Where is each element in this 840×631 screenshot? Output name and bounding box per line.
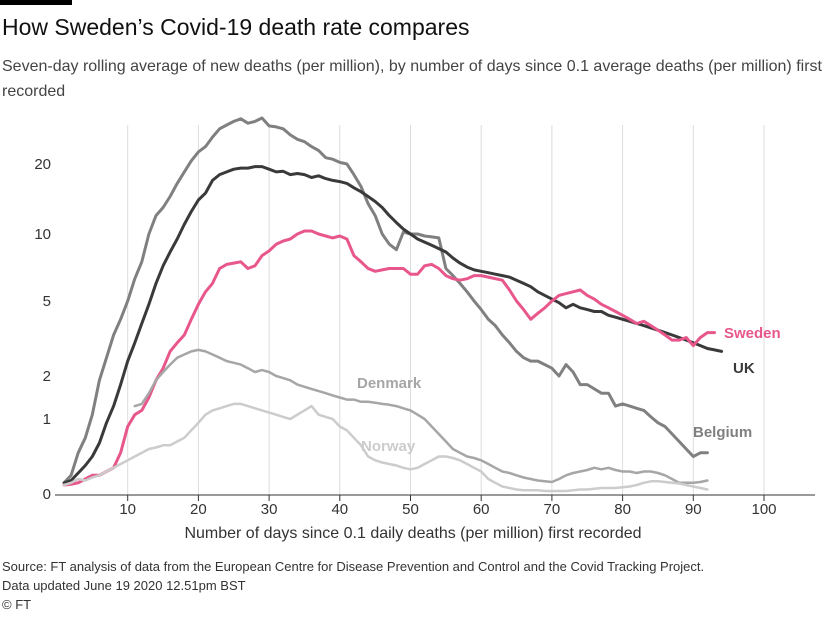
copyright-text: © FT — [2, 597, 32, 612]
series-lines — [62, 116, 724, 493]
x-tick-label-70: 70 — [544, 501, 561, 518]
series-label-uk: UK — [733, 360, 755, 377]
x-tick-label-30: 30 — [261, 501, 278, 518]
x-axis: 10 20 30 40 50 60 70 80 90 100 — [55, 494, 815, 518]
source-text: Source: FT analysis of data from the Eur… — [2, 559, 705, 574]
y-tick-label-0: 0 — [43, 486, 51, 503]
series-label-belgium: Belgium — [693, 424, 752, 441]
y-axis: 0 1 2 5 10 20 — [34, 156, 51, 503]
brand-bar — [0, 0, 72, 5]
series-line-denmark — [133, 348, 709, 485]
source-note: Source: FT analysis of data from the Eur… — [2, 557, 704, 614]
series-label-sweden: Sweden — [724, 325, 781, 342]
x-tick-label-80: 80 — [614, 501, 631, 518]
x-tick-label-100: 100 — [751, 501, 776, 518]
series-labels: Belgium UK Sweden Denmark Norway — [357, 325, 781, 455]
series-label-norway: Norway — [361, 438, 416, 455]
chart-subtitle: Seven-day rolling average of new deaths … — [2, 58, 822, 100]
chart-title: How Sweden’s Covid-19 death rate compare… — [2, 14, 470, 40]
x-tick-label-10: 10 — [119, 501, 136, 518]
y-tick-label-10: 10 — [34, 226, 51, 243]
x-tick-label-40: 40 — [331, 501, 348, 518]
x-tick-label-90: 90 — [685, 501, 702, 518]
series-line-belgium — [62, 116, 709, 485]
updated-text: Data updated June 19 2020 12.51pm BST — [2, 578, 246, 593]
x-tick-label-20: 20 — [190, 501, 207, 518]
series-line-norway — [62, 402, 709, 493]
y-tick-label-1: 1 — [43, 411, 51, 428]
series-label-denmark: Denmark — [357, 375, 422, 392]
gridlines — [127, 125, 765, 495]
x-tick-label-50: 50 — [402, 501, 419, 518]
x-tick-label-60: 60 — [473, 501, 490, 518]
y-tick-label-5: 5 — [43, 293, 51, 310]
y-tick-label-20: 20 — [34, 156, 51, 173]
series-line-sweden — [62, 229, 716, 487]
x-axis-title: Number of days since 0.1 daily deaths (p… — [184, 525, 641, 542]
y-tick-label-2: 2 — [43, 368, 51, 385]
series-line-uk — [62, 165, 724, 485]
